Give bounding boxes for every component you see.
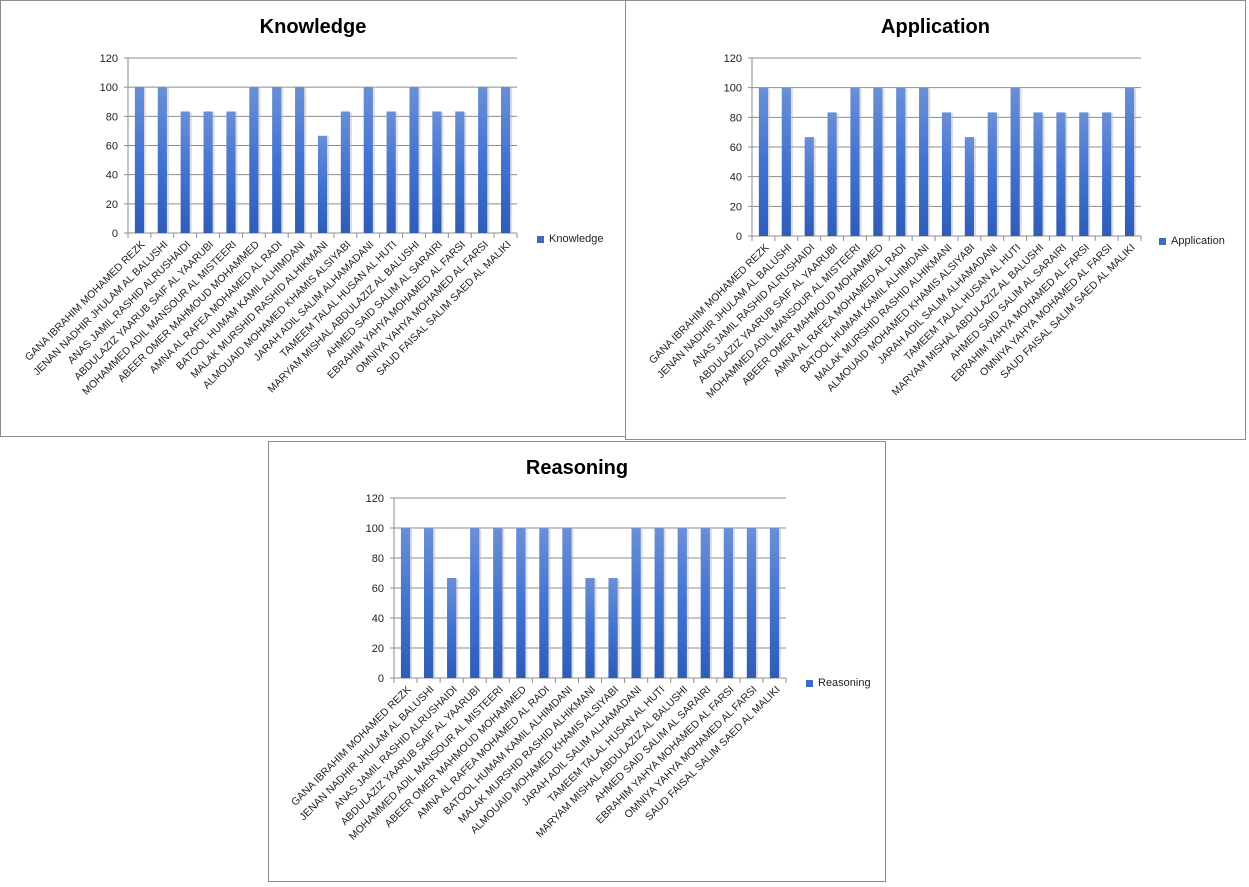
bar — [631, 528, 641, 678]
application-chart-panel: Application 0 20 40 60 80 100 120 GANA IBRAHIM … — [625, 0, 1246, 440]
bar — [340, 111, 350, 233]
bar — [654, 528, 664, 678]
bar — [827, 112, 837, 236]
bar — [317, 135, 328, 233]
y-tick-label: 60 — [106, 141, 118, 153]
bar — [363, 87, 373, 234]
bar — [1079, 112, 1089, 236]
bar — [157, 87, 167, 234]
bar — [423, 528, 434, 678]
bar — [781, 87, 791, 237]
bar — [134, 87, 145, 234]
y-tick-label: 120 — [366, 493, 384, 505]
bar — [447, 577, 457, 678]
legend-swatch — [537, 235, 544, 243]
bar — [850, 87, 860, 237]
bar — [226, 111, 236, 233]
y-tick-label: 100 — [366, 523, 384, 535]
legend-label: Application — [1171, 235, 1225, 247]
y-tick-label: 20 — [372, 643, 384, 655]
y-tick-label: 80 — [106, 111, 118, 123]
y-tick-label: 120 — [724, 53, 742, 65]
bar — [432, 111, 442, 233]
bar — [295, 87, 305, 234]
y-tick-label: 40 — [730, 172, 742, 184]
y-tick-label: 0 — [736, 231, 742, 243]
bar — [1010, 87, 1020, 237]
bar — [539, 528, 549, 678]
bar — [723, 528, 733, 678]
chart-title: Application — [881, 16, 990, 38]
bar — [585, 577, 595, 678]
bar — [409, 87, 419, 234]
y-tick-label: 120 — [100, 53, 118, 65]
bar — [804, 137, 814, 236]
y-tick-label: 40 — [106, 170, 118, 182]
chart-title: Knowledge — [259, 16, 367, 38]
bar — [203, 111, 213, 233]
bar — [608, 577, 618, 678]
y-tick-label: 80 — [730, 112, 742, 124]
bar — [1102, 112, 1112, 236]
y-tick-label: 60 — [730, 142, 742, 154]
y-tick-label: 0 — [378, 673, 384, 685]
bar — [386, 111, 396, 233]
bar — [470, 528, 480, 678]
bar — [562, 528, 572, 678]
y-tick-label: 100 — [100, 82, 118, 94]
chart-legend: Application — [1159, 235, 1225, 247]
y-tick-label: 60 — [372, 583, 384, 595]
bar — [987, 112, 997, 236]
y-tick-label: 40 — [372, 613, 384, 625]
bar — [1056, 112, 1066, 236]
reasoning-chart-panel: Reasoning 0 20 40 60 80 100 120 GANA IBRAHIM MO… — [268, 441, 886, 882]
bar — [493, 528, 503, 678]
y-tick-label: 20 — [730, 201, 742, 213]
bar — [272, 87, 282, 234]
bar — [455, 111, 465, 233]
bar — [400, 528, 411, 678]
bar — [758, 87, 769, 237]
chart-legend: Reasoning — [806, 677, 871, 689]
bar — [500, 87, 511, 234]
bar — [677, 528, 687, 678]
bar — [746, 528, 757, 678]
bar — [964, 137, 974, 236]
bar — [1124, 87, 1135, 237]
chart-legend: Knowledge — [537, 233, 603, 245]
bar — [919, 87, 929, 237]
y-tick-label: 0 — [112, 228, 118, 240]
bar — [896, 87, 906, 237]
legend-label: Knowledge — [549, 233, 604, 245]
bar — [478, 87, 488, 234]
legend-swatch — [1159, 237, 1166, 245]
bar — [180, 111, 190, 233]
legend-swatch — [806, 679, 813, 687]
y-tick-label: 20 — [106, 199, 118, 211]
bar — [873, 87, 883, 237]
bar — [941, 112, 952, 236]
bar — [1033, 112, 1043, 236]
chart-title: Reasoning — [525, 457, 629, 479]
knowledge-chart-panel: Knowledge 0 20 40 60 80 100 120 GANA IBRAHIM MO… — [0, 0, 626, 437]
y-tick-label: 80 — [372, 553, 384, 565]
y-tick-label: 100 — [724, 83, 742, 95]
bar — [700, 528, 710, 678]
bar — [769, 528, 780, 678]
bar — [516, 528, 526, 678]
legend-label: Reasoning — [818, 677, 871, 689]
bar — [249, 87, 259, 234]
